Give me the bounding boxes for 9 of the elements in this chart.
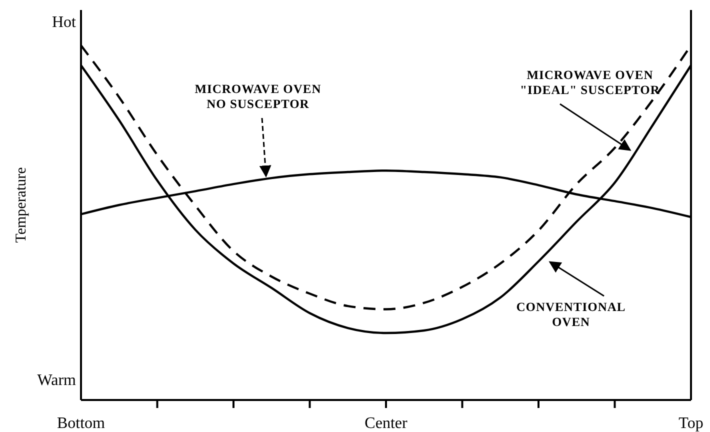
series-label: MICROWAVE OVEN "IDEAL" SUSCEPTOR <box>520 68 660 98</box>
x-tick-label: Center <box>364 415 408 432</box>
series-label: CONVENTIONAL OVEN <box>515 300 627 330</box>
x-tick-label: Bottom <box>56 415 106 432</box>
y-axis-title: Temperature <box>13 166 30 243</box>
text: Hot <box>52 14 76 32</box>
text: MICROWAVE OVEN NO SUSCEPTOR <box>194 82 322 112</box>
x-tick-label: Top <box>678 415 704 432</box>
text: Warm <box>37 372 76 390</box>
